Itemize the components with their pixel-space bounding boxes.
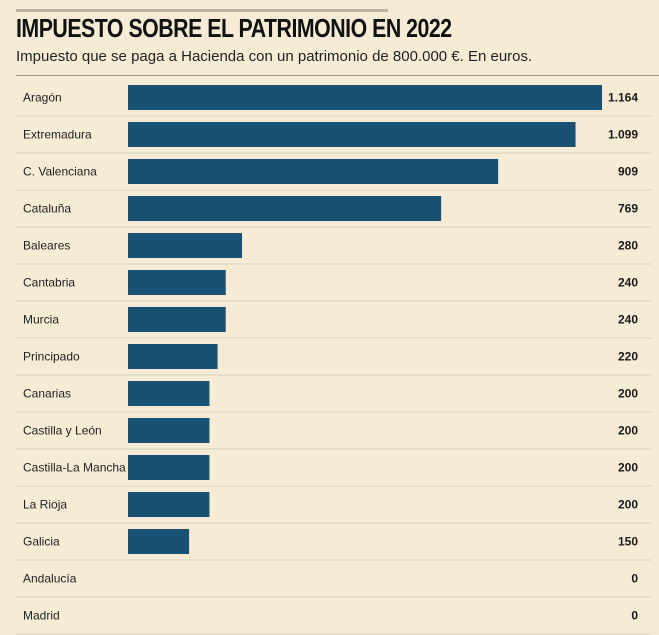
bar <box>128 455 210 480</box>
category-label: Principado <box>23 350 80 364</box>
bar <box>128 529 190 554</box>
value-label: 240 <box>618 313 638 327</box>
value-label: 200 <box>618 461 638 475</box>
value-label: 1.164 <box>608 91 638 105</box>
bar <box>128 233 243 258</box>
value-label: 200 <box>618 498 638 512</box>
value-label: 220 <box>618 350 638 364</box>
category-label: C. Valenciana <box>23 165 97 179</box>
bar <box>128 344 218 369</box>
category-label: Cataluña <box>23 202 71 216</box>
value-label: 200 <box>618 387 638 401</box>
bar <box>128 418 210 443</box>
bar <box>128 492 210 517</box>
category-label: Andalucía <box>23 572 77 586</box>
value-label: 1.099 <box>608 128 638 142</box>
value-label: 280 <box>618 239 638 253</box>
category-label: Castilla y León <box>23 424 102 438</box>
bar <box>128 159 499 184</box>
bar <box>128 122 576 147</box>
category-label: Baleares <box>23 239 70 253</box>
category-label: La Rioja <box>23 498 67 512</box>
bar <box>128 381 210 406</box>
category-label: Aragón <box>23 91 62 105</box>
value-label: 0 <box>631 609 638 623</box>
value-label: 769 <box>618 202 638 216</box>
category-label: Canarias <box>23 387 71 401</box>
bar <box>128 196 442 221</box>
chart-subtitle: Impuesto que se paga a Hacienda con un p… <box>16 48 533 65</box>
chart-title: IMPUESTO SOBRE EL PATRIMONIO EN 2022 <box>16 13 452 43</box>
category-label: Cantabria <box>23 276 75 290</box>
value-label: 150 <box>618 535 638 549</box>
bar <box>128 85 602 110</box>
header-divider <box>16 75 659 76</box>
bar <box>128 270 226 295</box>
value-label: 200 <box>618 424 638 438</box>
category-label: Extremadura <box>23 128 92 142</box>
category-label: Castilla-La Mancha <box>23 461 126 475</box>
value-label: 0 <box>631 572 638 586</box>
value-label: 240 <box>618 276 638 290</box>
top-rule <box>16 9 388 12</box>
bar <box>128 307 226 332</box>
category-label: Madrid <box>23 609 60 623</box>
value-label: 909 <box>618 165 638 179</box>
category-label: Murcia <box>23 313 59 327</box>
category-label: Galicia <box>23 535 60 549</box>
